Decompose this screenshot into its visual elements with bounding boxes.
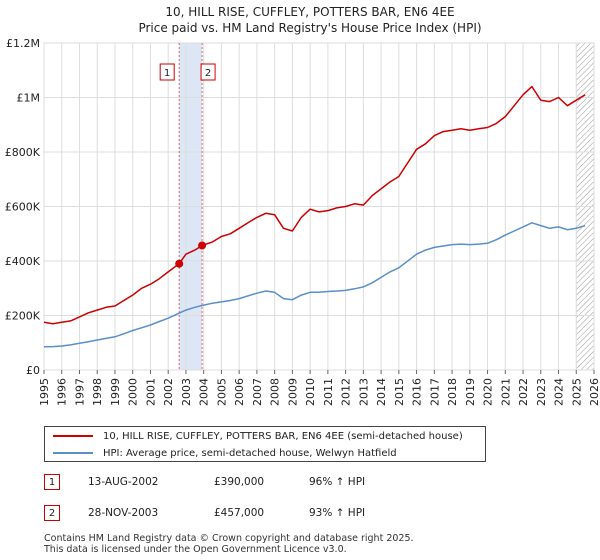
- x-tick-label: 2010: [304, 378, 317, 406]
- x-tick-label: 2022: [517, 378, 530, 406]
- x-tick-label: 2012: [340, 378, 353, 406]
- sale-row-2: 2 28-NOV-2003 £457,000 93% ↑ HPI: [44, 503, 584, 525]
- x-tick-label: 2015: [393, 378, 406, 406]
- chart-subtitle: Price paid vs. HM Land Registry's House …: [138, 21, 481, 35]
- legend-label-property: 10, HILL RISE, CUFFLEY, POTTERS BAR, EN6…: [103, 430, 463, 442]
- sale-date: 13-AUG-2002: [88, 476, 159, 488]
- x-tick-label: 2007: [251, 378, 264, 406]
- x-tick-label: 1997: [73, 378, 86, 406]
- x-tick-label: 2019: [464, 378, 477, 406]
- y-tick-label: £800K: [5, 146, 41, 159]
- sale-point: [198, 241, 207, 250]
- x-tick-label: 2011: [322, 378, 335, 406]
- sale-label-box: [159, 63, 175, 81]
- sale-hpi-change: 96% ↑ HPI: [309, 476, 366, 488]
- x-tick-label: 2024: [553, 378, 566, 406]
- sale-label-text: 2: [205, 68, 211, 79]
- legend-swatch-hpi: [53, 452, 93, 454]
- x-tick-label: 1996: [56, 378, 69, 406]
- x-tick-label: 2014: [375, 378, 388, 406]
- sale-price: £457,000: [214, 507, 265, 519]
- y-tick-label: £1M: [17, 92, 41, 105]
- x-axis: 1995 1996 1997 1998 1999 2000 2001 2002 2003 2004…: [38, 370, 600, 406]
- x-tick-label: 2001: [144, 378, 157, 406]
- x-tick-label: 1999: [109, 378, 122, 406]
- sale-label-text: 1: [164, 68, 170, 79]
- x-tick-label: 2002: [162, 378, 175, 406]
- x-tick-label: 2008: [269, 378, 282, 406]
- sale-date: 28-NOV-2003: [88, 507, 159, 519]
- grid-lines: [43, 42, 595, 371]
- legend: 10, HILL RISE, CUFFLEY, POTTERS BAR, EN6…: [44, 426, 486, 462]
- sale-hpi-change: 93% ↑ HPI: [309, 507, 366, 519]
- x-tick-label: 1998: [91, 378, 104, 406]
- property-series-line: [43, 85, 586, 325]
- price-chart: 10, HILL RISE, CUFFLEY, POTTERS BAR, EN6…: [5, 5, 600, 406]
- legend-item-property: 10, HILL RISE, CUFFLEY, POTTERS BAR, EN6…: [53, 428, 463, 444]
- y-tick-label: £0: [26, 364, 40, 377]
- y-tick-label: £1.2M: [6, 37, 40, 50]
- footer-copyright: Contains HM Land Registry data © Crown c…: [44, 533, 414, 544]
- sale-point: [175, 259, 184, 268]
- chart-title: 10, HILL RISE, CUFFLEY, POTTERS BAR, EN6…: [165, 5, 454, 19]
- sale-label-badge: 1: [159, 63, 175, 81]
- x-tick-label: 1995: [38, 378, 51, 406]
- x-tick-label: 2005: [215, 378, 228, 406]
- x-tick-label: 2018: [446, 378, 459, 406]
- sale-badge: 1: [44, 474, 60, 490]
- x-tick-label: 2025: [570, 378, 583, 406]
- footer: Contains HM Land Registry data © Crown c…: [44, 533, 584, 555]
- x-tick-label: 2023: [535, 378, 548, 406]
- legend-swatch-property: [53, 435, 93, 437]
- legend-item-hpi: HPI: Average price, semi-detached house,…: [53, 445, 397, 461]
- x-tick-label: 2020: [482, 378, 495, 406]
- hpi-series-line: [43, 222, 586, 348]
- x-tick-label: 2003: [180, 378, 193, 406]
- x-tick-label: 2016: [411, 378, 424, 406]
- x-tick-label: 2006: [233, 378, 246, 406]
- legend-label-hpi: HPI: Average price, semi-detached house,…: [103, 447, 397, 459]
- x-tick-label: 2013: [357, 378, 370, 406]
- series-lines: [43, 85, 586, 348]
- x-tick-label: 2004: [198, 378, 211, 406]
- x-tick-label: 2009: [286, 378, 299, 406]
- x-tick-label: 2000: [127, 378, 140, 406]
- sale-row-1: 1 13-AUG-2002 £390,000 96% ↑ HPI: [44, 472, 584, 494]
- y-tick-label: £400K: [5, 255, 41, 268]
- sale-label-box: [200, 63, 216, 81]
- y-tick-label: £600K: [5, 201, 41, 214]
- y-tick-label: £200K: [5, 310, 41, 323]
- x-tick-label: 2026: [588, 378, 600, 406]
- x-tick-label: 2017: [428, 378, 441, 406]
- sale-label-badge: 2: [200, 63, 216, 81]
- y-axis: £0 £200K £400K £600K £800K £1M £1.2M: [5, 37, 41, 377]
- x-tick-label: 2021: [499, 378, 512, 406]
- footer-licence: This data is licensed under the Open Gov…: [44, 544, 347, 555]
- sale-price: £390,000: [214, 476, 265, 488]
- sale-badge: 2: [44, 505, 60, 521]
